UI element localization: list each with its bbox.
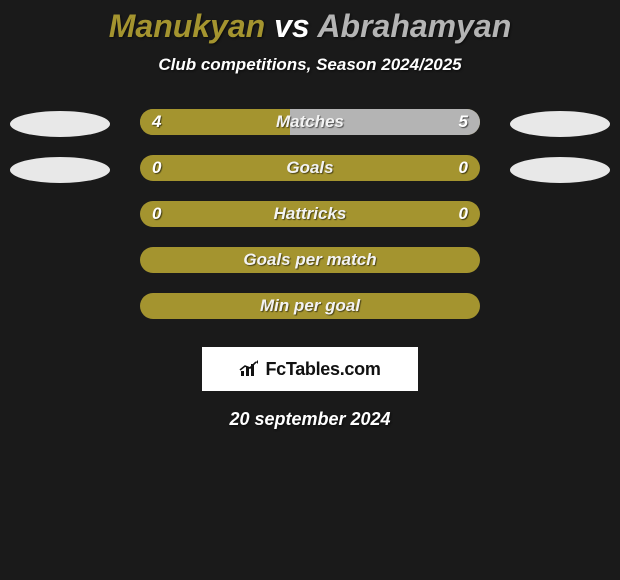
vs-text: vs <box>265 8 317 44</box>
stat-value-left: 0 <box>152 155 161 181</box>
stat-value-right: 0 <box>459 155 468 181</box>
stat-label: Min per goal <box>140 293 480 319</box>
stat-row: Hattricks0 0 <box>0 201 620 247</box>
decor-ellipse-right <box>510 111 610 137</box>
stat-value-right: 0 <box>459 201 468 227</box>
page-title: Manukyan vs Abrahamyan <box>0 8 620 45</box>
stat-row: Goals per match <box>0 247 620 293</box>
stat-bar: Goals per match <box>140 247 480 273</box>
logo-box: FcTables.com <box>202 347 418 391</box>
stat-value-right: 5 <box>459 109 468 135</box>
decor-ellipse-left <box>10 111 110 137</box>
stat-row: Min per goal <box>0 293 620 339</box>
decor-ellipse-left <box>10 157 110 183</box>
date-text: 20 september 2024 <box>0 409 620 430</box>
stat-row: Matches4 5 <box>0 109 620 155</box>
player1-name: Manukyan <box>109 8 265 44</box>
stat-label: Goals per match <box>140 247 480 273</box>
stat-row: Goals0 0 <box>0 155 620 201</box>
subtitle: Club competitions, Season 2024/2025 <box>0 55 620 75</box>
stat-label: Hattricks <box>140 201 480 227</box>
logo: FcTables.com <box>239 359 380 380</box>
stat-bar: Min per goal <box>140 293 480 319</box>
stat-bar: Matches4 5 <box>140 109 480 135</box>
logo-text: FcTables.com <box>265 359 380 380</box>
stat-bar: Hattricks0 0 <box>140 201 480 227</box>
player2-name: Abrahamyan <box>317 8 511 44</box>
stat-label: Matches <box>140 109 480 135</box>
stat-bar: Goals0 0 <box>140 155 480 181</box>
decor-ellipse-right <box>510 157 610 183</box>
stat-label: Goals <box>140 155 480 181</box>
stat-value-left: 4 <box>152 109 161 135</box>
infographic-root: Manukyan vs Abrahamyan Club competitions… <box>0 0 620 430</box>
stat-value-left: 0 <box>152 201 161 227</box>
chart-icon <box>239 360 261 378</box>
stat-rows: Matches45Goals00Hattricks00Goals per mat… <box>0 109 620 339</box>
